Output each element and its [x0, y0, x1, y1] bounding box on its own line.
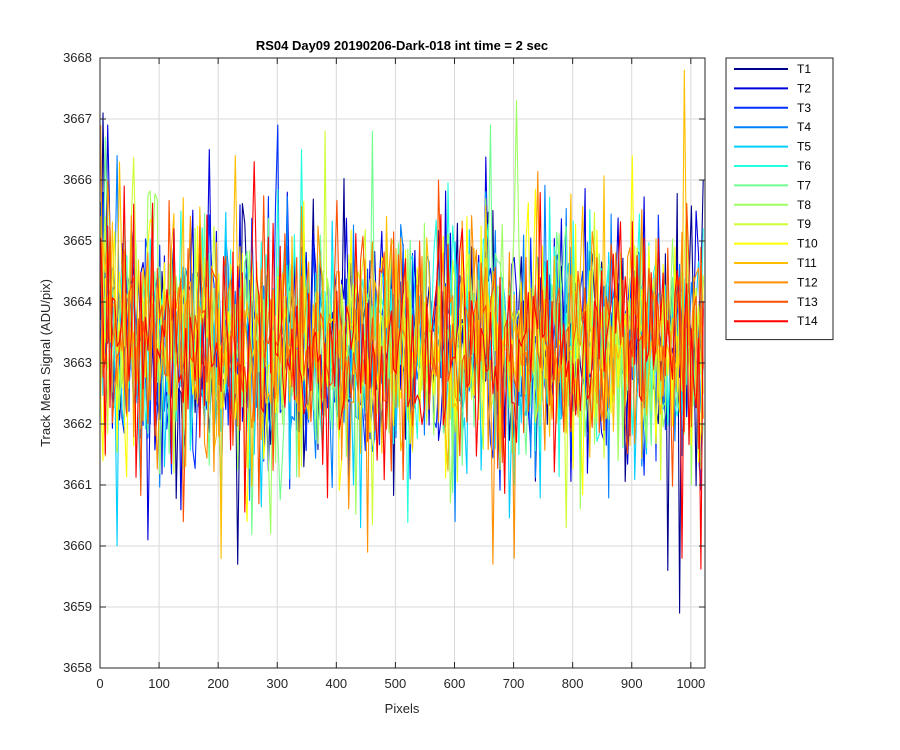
x-tick-label: 0 [96, 676, 103, 691]
x-tick-label: 200 [207, 676, 229, 691]
legend-label-t7: T7 [797, 178, 811, 192]
legend-label-t14: T14 [797, 314, 818, 328]
legend-label-t8: T8 [797, 198, 811, 212]
x-tick-label: 1000 [676, 676, 705, 691]
x-tick-label: 100 [148, 676, 170, 691]
legend: T1 T2 T3 T4 T5 T6 T7 T8 T9 T10 T11 T12 T13 T14 [725, 57, 834, 341]
y-tick-label: 3667 [63, 111, 92, 126]
x-tick-label: 700 [503, 676, 525, 691]
x-tick-label: 400 [325, 676, 347, 691]
y-tick-label: 3661 [63, 477, 92, 492]
chart-title: RS04 Day09 20190206-Dark-018 int time = … [256, 38, 548, 53]
y-tick-label: 3660 [63, 538, 92, 553]
legend-label-t5: T5 [797, 140, 811, 154]
legend-label-t10: T10 [797, 237, 818, 251]
series-line-t13 [100, 179, 704, 523]
legend-box [725, 57, 834, 341]
y-tick-label: 3664 [63, 294, 92, 309]
y-axis-label: Track Mean Signal (ADU/pix) [38, 279, 53, 447]
y-tick-label: 3668 [63, 50, 92, 65]
legend-label-t4: T4 [797, 120, 811, 134]
axis-ticks: 0 100 200 300 400 500 600 700 800 900 1000 3658 3659… [63, 50, 705, 691]
series-line-t14 [100, 161, 704, 570]
legend-label-t13: T13 [797, 295, 818, 309]
y-tick-label: 3663 [63, 355, 92, 370]
x-axis-label: Pixels [385, 701, 420, 716]
x-tick-label: 300 [266, 676, 288, 691]
series-line-t11 [100, 69, 704, 560]
y-tick-label: 3662 [63, 416, 92, 431]
legend-label-t1: T1 [797, 62, 811, 76]
legend-label-t2: T2 [797, 81, 811, 95]
legend-label-t12: T12 [797, 275, 818, 289]
x-tick-label: 900 [621, 676, 643, 691]
y-tick-label: 3665 [63, 233, 92, 248]
legend-label-t6: T6 [797, 159, 811, 173]
legend-label-t3: T3 [797, 101, 811, 115]
legend-label-t9: T9 [797, 217, 811, 231]
y-tick-label: 3666 [63, 172, 92, 187]
y-tick-label: 3659 [63, 599, 92, 614]
x-tick-label: 800 [562, 676, 584, 691]
x-tick-label: 600 [444, 676, 466, 691]
y-tick-label: 3658 [63, 660, 92, 675]
legend-label-t11: T11 [797, 256, 817, 270]
x-tick-label: 500 [385, 676, 407, 691]
series-layer [100, 69, 704, 614]
